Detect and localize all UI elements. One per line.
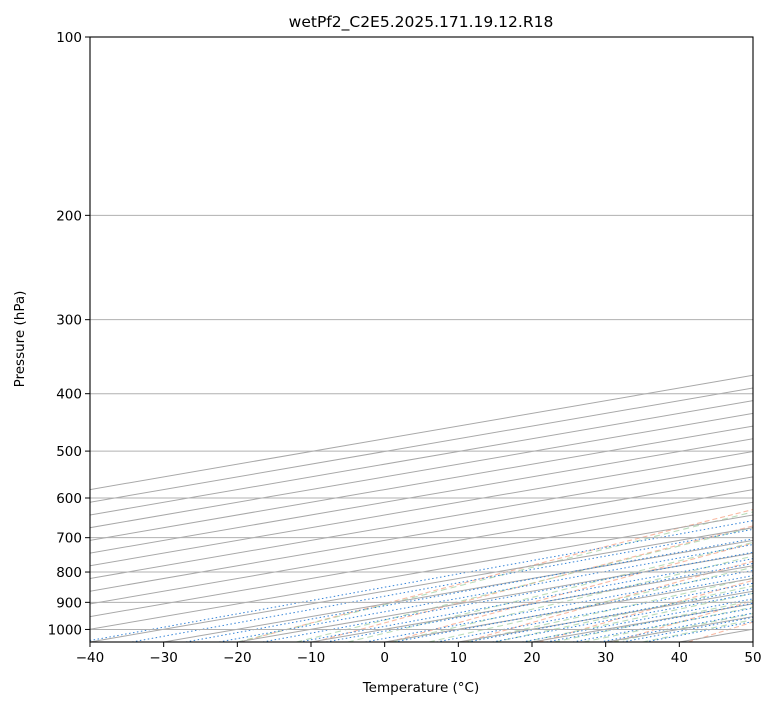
y-tick-label: 300 — [56, 313, 82, 329]
moist-adiabat-line — [296, 526, 753, 642]
mixing-ratio-line — [185, 538, 753, 642]
y-tick-label: 400 — [56, 387, 82, 403]
mixing-ratio-line — [492, 592, 753, 642]
y-tick-label: 600 — [56, 491, 82, 507]
mixing-ratio-line — [131, 528, 753, 642]
dry-adiabat-line — [239, 508, 753, 642]
isotherm-line — [90, 476, 753, 592]
x-tick-label: 40 — [671, 650, 688, 666]
x-tick-label: −30 — [149, 650, 178, 666]
x-tick-label: 20 — [523, 650, 540, 666]
y-axis: 100 200 300 400 500 600 700 800 900 1000 — [48, 30, 90, 638]
mixing-ratio-line — [262, 551, 753, 642]
mixing-ratio-line — [572, 607, 753, 642]
mixing-ratio-line — [522, 598, 753, 642]
moist-adiabat-line — [237, 511, 753, 642]
y-tick-label: 1000 — [48, 622, 82, 638]
isotherm-line — [90, 438, 753, 554]
y-tick-label: 700 — [56, 531, 82, 547]
y-tick-label: 100 — [56, 30, 82, 46]
x-tick-label: −10 — [297, 650, 326, 666]
x-axis: −40 −30 −20 −10 0 10 20 30 40 50 — [76, 642, 762, 666]
x-axis-label: Temperature (°C) — [362, 680, 480, 696]
dry-adiabat-line — [463, 560, 753, 642]
x-tick-label: 10 — [450, 650, 467, 666]
mixing-ratio-line — [546, 602, 753, 642]
y-tick-label: 800 — [56, 565, 82, 581]
isotherm-line — [90, 514, 753, 630]
x-tick-label: 30 — [597, 650, 614, 666]
isotherm-line — [90, 450, 753, 567]
chart-title: wetPf2_C2E5.2025.171.19.12.R18 — [289, 13, 554, 32]
y-tick-label: 500 — [56, 444, 82, 460]
mixing-ratio-line — [90, 520, 753, 642]
background-lines — [90, 37, 753, 642]
x-tick-label: −40 — [76, 650, 105, 666]
x-tick-label: 0 — [380, 650, 389, 666]
y-tick-label: 900 — [56, 595, 82, 611]
isotherm-line — [163, 539, 753, 642]
isotherm-line — [90, 463, 753, 580]
mixing-ratio-line — [467, 588, 753, 642]
isotherm-line — [90, 527, 753, 642]
x-tick-label: −20 — [223, 650, 252, 666]
x-tick-label: 50 — [744, 650, 761, 666]
dry-adiabat-line — [314, 525, 753, 642]
moist-adiabat-line — [391, 555, 753, 642]
y-tick-label: 200 — [56, 208, 82, 224]
plot-frame — [89, 36, 754, 643]
y-axis-label: Pressure (hPa) — [12, 291, 28, 388]
isotherm-line — [90, 489, 753, 605]
moist-adiabat-line — [465, 577, 753, 642]
isotherm-line — [90, 501, 753, 618]
moist-adiabat-line — [524, 592, 753, 642]
